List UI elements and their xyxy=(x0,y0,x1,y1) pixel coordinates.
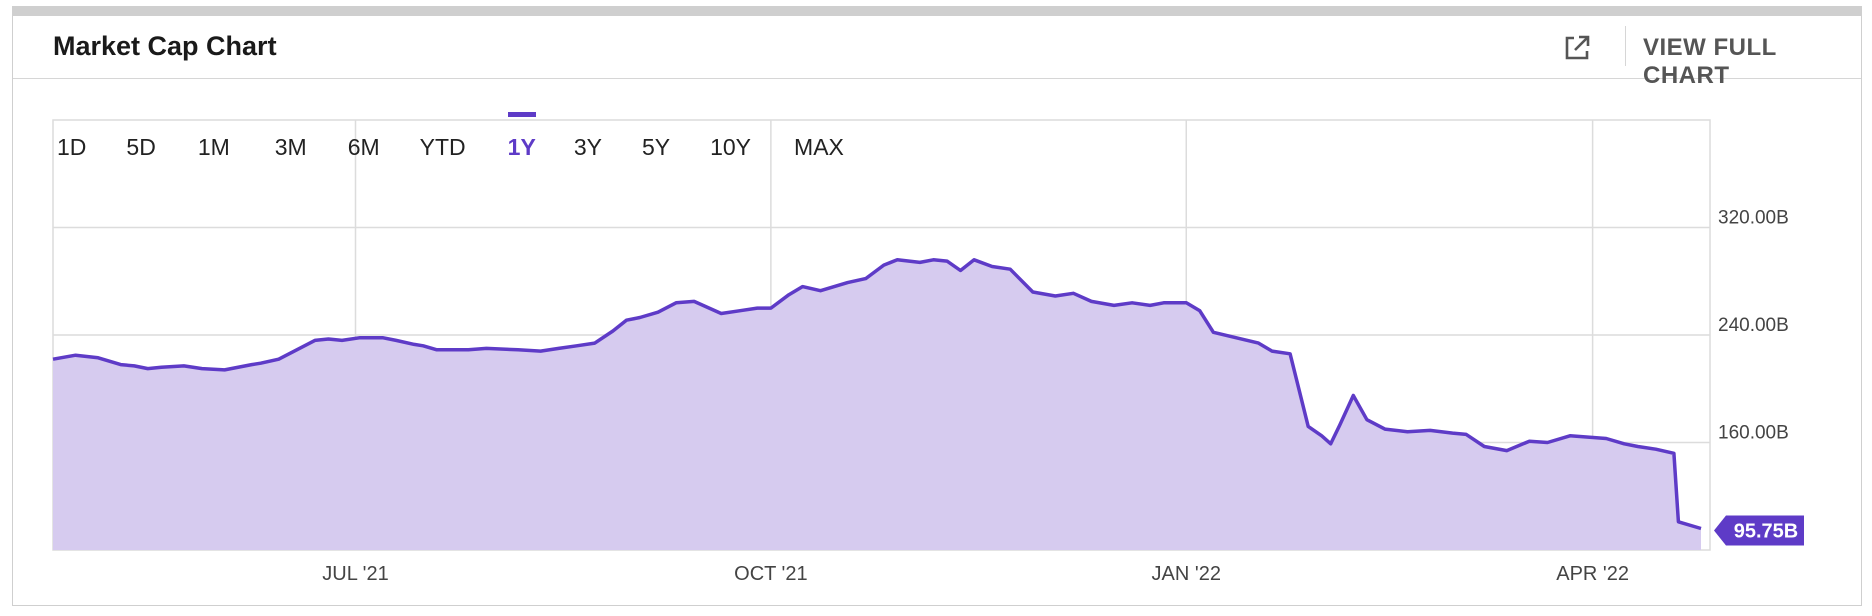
badge-shape xyxy=(1714,515,1804,546)
time-range-selector: 1D 5D 1M 3M 6M YTD 1Y 3Y 5Y 10Y MAX xyxy=(57,112,844,166)
range-3y[interactable]: 3Y xyxy=(573,134,602,160)
card-title: Market Cap Chart xyxy=(53,31,277,61)
external-link-icon[interactable] xyxy=(1561,32,1593,64)
x-tick-label: JUL '21 xyxy=(322,563,388,585)
range-5y[interactable]: 5Y xyxy=(641,134,671,160)
x-tick-label: APR '22 xyxy=(1556,563,1629,585)
y-tick-label: 240.00B xyxy=(1718,315,1789,336)
card-header: Market Cap Chart VIEW FULL CHART xyxy=(13,16,1861,89)
series-area xyxy=(53,259,1701,550)
last-value-badge: 95.75B xyxy=(1714,515,1804,546)
header-divider xyxy=(1625,26,1626,66)
range-1y[interactable]: 1Y xyxy=(507,112,536,166)
y-tick-label: 160.00B xyxy=(1718,423,1789,444)
view-full-chart-link[interactable]: VIEW FULL CHART xyxy=(1643,34,1777,89)
range-1m[interactable]: 1M xyxy=(197,134,230,160)
series-line xyxy=(52,258,1702,531)
x-tick-label: OCT '21 xyxy=(734,563,807,585)
range-3m[interactable]: 3M xyxy=(274,134,307,160)
range-6m[interactable]: 6M xyxy=(347,134,380,160)
x-tick-label: JAN '22 xyxy=(1152,563,1221,585)
range-5d[interactable]: 5D xyxy=(126,134,156,160)
range-max[interactable]: MAX xyxy=(794,134,844,160)
last-value-label: 95.75B xyxy=(1734,521,1799,543)
range-1d[interactable]: 1D xyxy=(57,134,87,160)
range-10y[interactable]: 10Y xyxy=(710,134,752,160)
range-ytd[interactable]: YTD xyxy=(419,134,466,160)
y-tick-label: 320.00B xyxy=(1718,208,1789,229)
